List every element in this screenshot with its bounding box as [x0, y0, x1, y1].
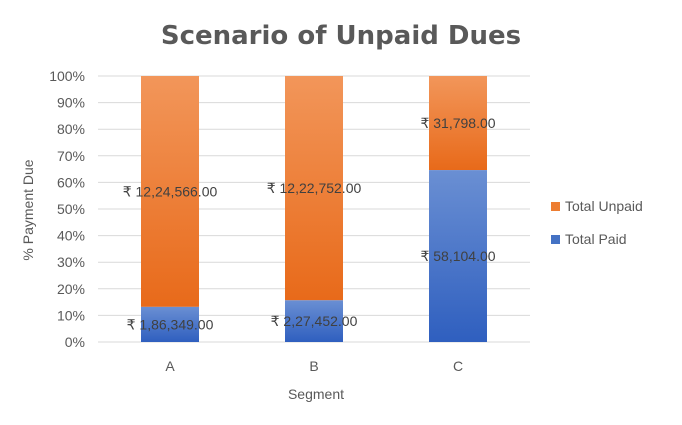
y-tick-label: 80% [57, 121, 85, 137]
data-label-total-unpaid: ₹ 12,22,752.00 [267, 180, 362, 196]
legend-swatch-total-paid [551, 235, 560, 244]
data-label-total-paid: ₹ 58,104.00 [420, 248, 495, 264]
y-tick-label: 40% [57, 228, 85, 244]
data-label-total-unpaid: ₹ 12,24,566.00 [123, 183, 218, 199]
y-tick-label: 50% [57, 201, 85, 217]
legend-label-total-unpaid: Total Unpaid [565, 198, 643, 214]
bar-total-paid-b [285, 300, 343, 342]
y-tick-label: 90% [57, 95, 85, 111]
bar-total-unpaid-a [141, 76, 199, 307]
x-axis-label: Segment [288, 386, 344, 402]
data-labels: ₹ 12,24,566.00 ₹ 1,86,349.00 ₹ 12,22,752.0… [123, 115, 496, 332]
legend-label-total-paid: Total Paid [565, 231, 626, 247]
bar-total-unpaid-b [285, 76, 343, 301]
data-label-total-paid: ₹ 2,27,452.00 [271, 313, 358, 329]
data-label-total-unpaid: ₹ 31,798.00 [420, 115, 495, 131]
bar-total-paid-c [429, 170, 487, 342]
bar-total-unpaid-c [429, 76, 487, 171]
x-tick-label: B [309, 358, 318, 374]
x-axis-ticks: A B C [165, 358, 463, 374]
legend-swatch-total-unpaid [551, 202, 560, 211]
bars [141, 76, 487, 342]
chart-title: Scenario of Unpaid Dues [161, 21, 521, 51]
y-tick-label: 60% [57, 174, 85, 190]
x-tick-label: A [165, 358, 175, 374]
data-label-total-paid: ₹ 1,86,349.00 [127, 316, 214, 332]
y-axis-ticks: 0% 10% 20% 30% 40% 50% 60% 70% 80% 90% 100% [49, 68, 85, 350]
y-tick-label: 10% [57, 307, 85, 323]
y-tick-label: 0% [65, 334, 85, 350]
y-tick-label: 20% [57, 281, 85, 297]
x-tick-label: C [453, 358, 463, 374]
bar-total-paid-a [141, 306, 199, 342]
legend: Total Unpaid Total Paid [551, 198, 643, 247]
y-tick-label: 100% [49, 68, 85, 84]
y-tick-label: 70% [57, 148, 85, 164]
y-tick-label: 30% [57, 254, 85, 270]
y-axis-label: % Payment Due [20, 159, 36, 260]
